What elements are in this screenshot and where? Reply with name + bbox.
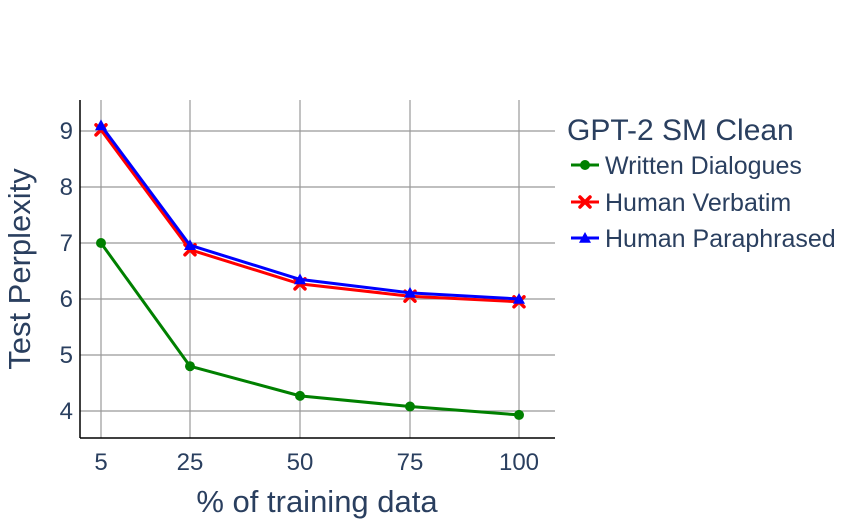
legend-swatch-marker-human-paraphrased (579, 232, 591, 243)
data-point-human-paraphrased-100 (513, 293, 525, 304)
legend-item-written-dialogues: Written Dialogues (571, 152, 802, 180)
series-line-human-paraphrased (99, 124, 520, 301)
y-tick-label: 7 (60, 230, 73, 257)
data-point-written-dialogues-25 (185, 361, 195, 372)
data-point-human-paraphrased-50 (294, 273, 306, 285)
legend-title: GPT-2 SM Clean (567, 114, 794, 147)
grid (80, 100, 555, 438)
y-tick-label: 6 (60, 286, 73, 313)
data-point-human-paraphrased-5 (95, 119, 107, 131)
x-tick-label: 100 (499, 449, 539, 476)
data-point-written-dialogues-100 (514, 409, 524, 420)
legend-items: Written Dialogues Human Verbatim Human Par… (571, 152, 836, 253)
y-axis-title: Test Perplexity (2, 168, 37, 370)
legend-swatch-marker-human-verbatim-stroke-b (578, 195, 592, 209)
legend-swatch-marker-written-dialogues (580, 160, 590, 170)
x-tick-label: 5 (94, 449, 107, 476)
x-axis-title: % of training data (196, 484, 438, 519)
x-tick-label: 75 (397, 449, 424, 476)
series-line-written-dialogues (99, 242, 520, 417)
y-tick-label: 5 (60, 342, 73, 369)
legend: GPT-2 SM Clean Written Dialogues Human Ve… (567, 114, 836, 253)
series-human-paraphrased (95, 119, 525, 304)
y-tick-label: 8 (60, 174, 73, 201)
series (94, 119, 526, 420)
legend-label-human-verbatim: Human Verbatim (605, 189, 791, 217)
legend-item-human-paraphrased: Human Paraphrased (571, 225, 836, 253)
data-point-human-paraphrased-75 (404, 286, 416, 298)
legend-label-human-paraphrased: Human Paraphrased (605, 225, 836, 253)
data-point-written-dialogues-5 (96, 238, 106, 248)
series-written-dialogues (96, 238, 524, 420)
y-tick-label: 9 (60, 118, 73, 145)
x-tick-label: 25 (177, 449, 204, 476)
legend-swatch-marker-human-verbatim (578, 195, 592, 209)
legend-label-written-dialogues: Written Dialogues (605, 152, 802, 180)
series-line-human-verbatim (99, 128, 520, 304)
data-point-written-dialogues-50 (295, 390, 305, 401)
legend-item-human-verbatim: Human Verbatim (571, 189, 791, 217)
y-tick-label: 4 (60, 398, 73, 425)
axes (79, 100, 555, 439)
data-point-written-dialogues-75 (405, 401, 415, 412)
data-point-human-paraphrased-25 (184, 239, 196, 251)
x-tick-label: 50 (287, 449, 314, 476)
